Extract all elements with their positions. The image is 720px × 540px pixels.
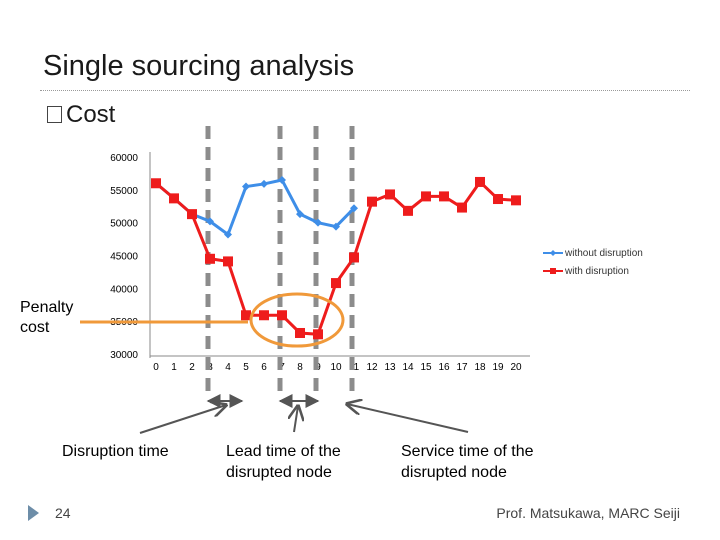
- legend-swatch-marker: [550, 250, 556, 256]
- y-tick-label: 40000: [110, 284, 138, 295]
- data-point: [224, 230, 232, 239]
- footer-arrow-icon: [28, 505, 39, 521]
- data-point: [313, 329, 323, 340]
- x-tick-label: 2: [189, 362, 195, 373]
- x-tick-label: 18: [474, 362, 486, 373]
- x-tick-label: 19: [492, 362, 504, 373]
- lead-time-label: Lead time of the disrupted node: [226, 443, 341, 481]
- legend: without disruption with disruption: [543, 248, 643, 277]
- slide-title: Single sourcing analysis: [43, 50, 355, 82]
- y-tick-label: 45000: [110, 252, 138, 263]
- legend-label: without disruption: [564, 248, 643, 259]
- x-tick-label: 13: [384, 362, 396, 373]
- penalty-cost-label: Penalty cost: [20, 298, 76, 338]
- x-tick-label: 12: [366, 362, 378, 373]
- x-tick-label: 10: [330, 362, 342, 373]
- disruption-time-label: Disruption time: [62, 443, 169, 460]
- bullet-box-icon: [47, 106, 62, 123]
- y-tick-label: 60000: [110, 153, 138, 164]
- data-point: [187, 209, 197, 220]
- x-tick-label: 14: [402, 362, 414, 373]
- data-point: [277, 310, 287, 321]
- data-point: [331, 278, 341, 289]
- penalty-ellipse: [249, 292, 345, 348]
- data-point: [332, 222, 340, 231]
- x-tick-label: 8: [297, 362, 303, 373]
- data-point: [475, 176, 485, 187]
- data-point: [385, 189, 395, 200]
- x-tick-label: 20: [510, 362, 522, 373]
- data-point: [296, 210, 304, 219]
- data-point: [493, 194, 503, 205]
- series-group: [151, 175, 521, 340]
- data-point: [151, 178, 161, 189]
- data-point: [403, 205, 413, 216]
- data-point: [349, 252, 359, 263]
- lead-time-pointer-arrow: [294, 406, 298, 433]
- y-tick-label: 55000: [110, 186, 138, 197]
- title-divider: [40, 90, 690, 91]
- x-tick-label: 6: [261, 362, 267, 373]
- data-point: [439, 191, 449, 202]
- x-tick-label: 15: [420, 362, 432, 373]
- data-point: [314, 218, 322, 227]
- data-point: [206, 217, 214, 226]
- x-tick-label: 1: [171, 362, 177, 373]
- x-tick-label: 4: [225, 362, 231, 373]
- service-time-label: Service time of the disrupted node: [401, 443, 534, 481]
- page-number: 24: [55, 505, 71, 521]
- data-point: [511, 195, 521, 206]
- data-point: [259, 310, 269, 321]
- x-tick-label: 16: [438, 362, 450, 373]
- data-point: [260, 179, 268, 188]
- legend-label: with disruption: [564, 266, 629, 277]
- data-point: [421, 191, 431, 202]
- footer-credit: Prof. Matsukawa, MARC Seiji: [496, 505, 680, 521]
- penalty-cost-text: Penalty cost: [20, 299, 74, 336]
- data-point: [278, 175, 286, 184]
- data-point: [205, 253, 215, 264]
- y-tick-label: 50000: [110, 219, 138, 230]
- data-point: [295, 327, 305, 338]
- x-tick-label: 5: [243, 362, 249, 373]
- data-point: [223, 256, 233, 267]
- data-point: [457, 202, 467, 213]
- bullet-cost: Cost: [47, 101, 115, 129]
- service-time-pointer-arrow: [347, 404, 469, 433]
- data-point: [241, 310, 251, 321]
- bullet-text: Cost: [66, 101, 116, 128]
- data-point: [350, 204, 358, 213]
- data-point: [367, 196, 377, 207]
- disruption-pointer-arrow: [139, 405, 226, 434]
- data-point: [242, 182, 250, 191]
- legend-swatch-marker: [550, 268, 556, 274]
- y-tick-labels: 30000350004000045000500005500060000: [110, 153, 138, 361]
- x-tick-label: 0: [153, 362, 159, 373]
- x-tick-label: 17: [456, 362, 468, 373]
- data-point: [169, 193, 179, 204]
- y-tick-label: 30000: [110, 350, 138, 361]
